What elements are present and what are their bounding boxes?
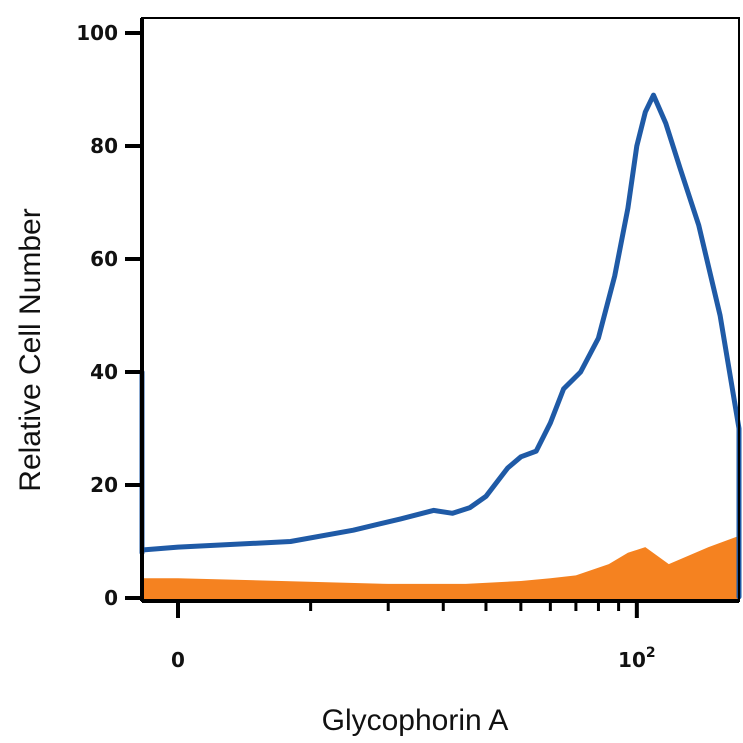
y-tick-label: 40 xyxy=(90,360,118,384)
x-axis-title: Glycophorin A xyxy=(322,704,509,737)
y-tick-label: 20 xyxy=(90,473,118,497)
axes xyxy=(140,18,739,603)
series-filled-histogram xyxy=(142,33,739,601)
y-tick-label: 80 xyxy=(90,134,118,158)
x-tick-label: 102 xyxy=(618,645,656,672)
plot-series xyxy=(139,33,742,601)
y-axis-title: Relative Cell Number xyxy=(14,208,47,491)
series-line-histogram xyxy=(139,92,742,600)
y-tick-label: 0 xyxy=(104,586,118,610)
x-tick-label: 0 xyxy=(171,648,185,672)
x-axis-ticks: 0102103104105 xyxy=(171,601,656,672)
y-tick-label: 100 xyxy=(76,21,118,45)
y-tick-label: 60 xyxy=(90,247,118,271)
y-axis-ticks: 0 20 40 60 80 100 xyxy=(76,21,142,610)
